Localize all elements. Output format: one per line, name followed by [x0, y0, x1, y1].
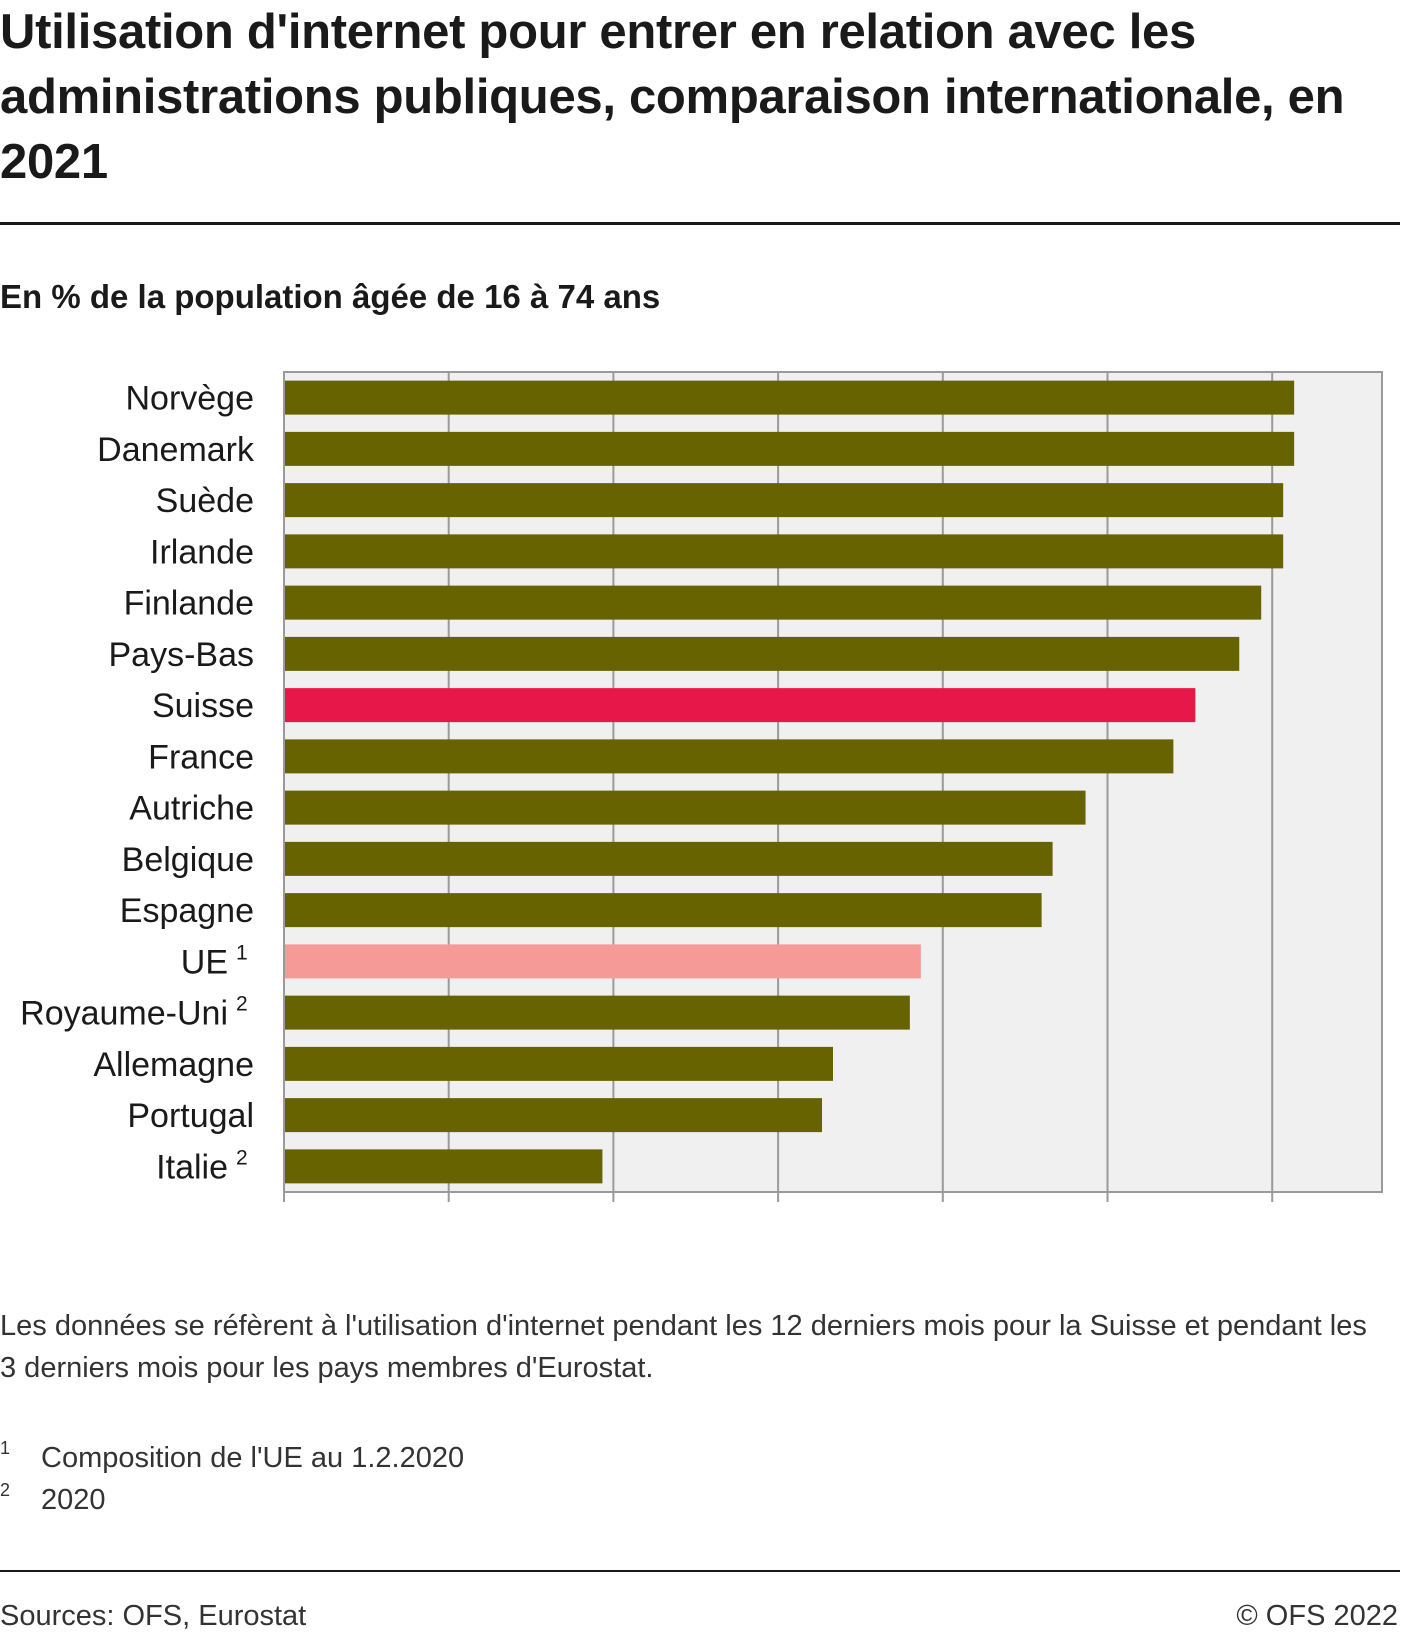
category-label: Finlande — [124, 585, 254, 623]
source-text: Sources: OFS, Eurostat — [0, 1600, 307, 1632]
title-divider — [0, 222, 1400, 225]
bar — [285, 1098, 823, 1133]
footnote-1-mark: 1 — [0, 1438, 11, 1458]
bar — [285, 739, 1174, 774]
copyright-text: © OFS 2022 — [1236, 1600, 1398, 1632]
chart-title: Utilisation d'internet pour entrer en re… — [0, 5, 1345, 189]
x-tick-label: 90 — [1253, 1214, 1291, 1220]
bar — [285, 790, 1086, 825]
bar — [285, 944, 921, 979]
category-label: Portugal — [127, 1097, 254, 1135]
x-tick-label: 15 — [430, 1214, 468, 1220]
category-label: Pays-Bas — [109, 636, 255, 674]
category-label: Danemark — [97, 431, 255, 469]
footnote-mark: 2 — [236, 1146, 248, 1169]
footer-divider — [0, 1570, 1400, 1572]
bar — [285, 534, 1284, 569]
x-tick-label: 30 — [594, 1214, 632, 1220]
category-label: Suède — [156, 482, 254, 520]
bar — [285, 431, 1295, 466]
x-tick-label: 45 — [759, 1214, 797, 1220]
bar — [285, 995, 910, 1030]
bar — [285, 380, 1295, 415]
category-label: Suisse — [152, 687, 254, 725]
bar — [285, 688, 1196, 723]
footnote-1-text: Composition de l'UE au 1.2.2020 — [41, 1442, 465, 1474]
category-label: Italie — [156, 1148, 228, 1186]
category-label: Irlande — [150, 533, 254, 571]
bar — [285, 841, 1053, 876]
bar — [285, 585, 1262, 620]
category-label: UE — [181, 943, 228, 981]
category-label: Norvège — [125, 380, 254, 418]
bar — [285, 893, 1042, 928]
category-label: France — [148, 738, 254, 776]
category-label: Royaume-Uni — [20, 995, 228, 1033]
bar — [285, 1149, 603, 1184]
footnote-mark: 1 — [236, 941, 248, 964]
category-label: Allemagne — [93, 1046, 254, 1084]
category-label: Espagne — [120, 892, 254, 930]
category-label: Autriche — [129, 790, 254, 828]
footnote-mark: 2 — [236, 993, 248, 1016]
x-tick-label: 75 — [1089, 1214, 1127, 1220]
x-tick-label: 0 — [275, 1214, 294, 1220]
bar — [285, 483, 1284, 518]
bar — [285, 1046, 833, 1081]
bar — [285, 636, 1240, 671]
footnote-2-mark: 2 — [0, 1480, 11, 1500]
x-tick-label: 60 — [924, 1214, 962, 1220]
category-label: Belgique — [122, 841, 254, 879]
chart-subtitle: En % de la population âgée de 16 à 74 an… — [0, 278, 661, 315]
bar-chart: Norvège Danemark Suède Irlande Finlande Pays-… — [20, 371, 1383, 1220]
chart-note: Les données se réfèrent à l'utilisation … — [0, 1310, 1367, 1384]
footnote-2-text: 2020 — [41, 1484, 106, 1516]
